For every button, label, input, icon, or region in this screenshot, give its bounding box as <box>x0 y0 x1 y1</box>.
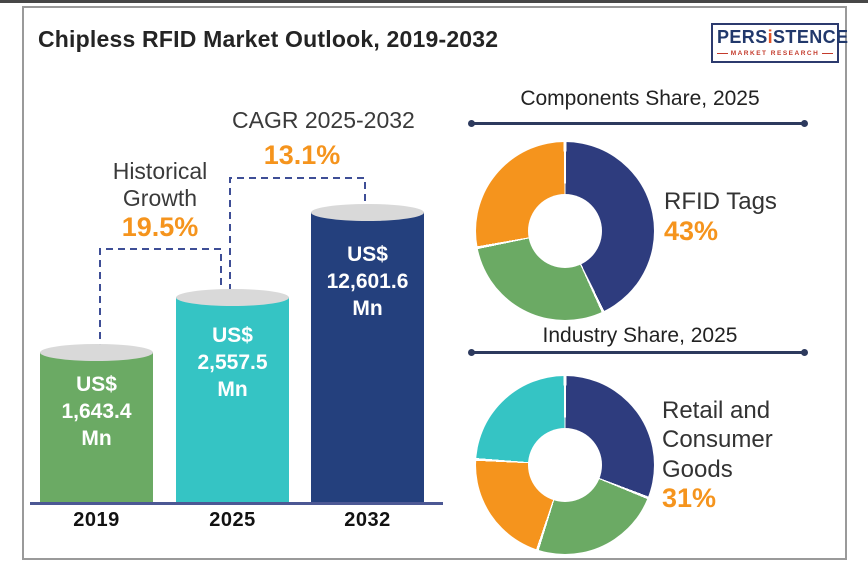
logo-tagline-right-line <box>822 52 833 54</box>
industry-share-title: Industry Share, 2025 <box>542 324 738 347</box>
cylinder-top-ellipse <box>176 289 289 306</box>
bar-2032: US$ 12,601.6 Mn <box>311 204 424 504</box>
logo-brand-accent: i <box>767 27 774 47</box>
divider-dot-left-1 <box>468 120 475 127</box>
divider-dot-right-2 <box>801 349 808 356</box>
logo-tagline-left-line <box>717 52 728 54</box>
persistence-logo: PERSiSTENCE MARKET RESEARCH <box>711 23 848 63</box>
industry-share-divider <box>474 351 806 354</box>
divider-dot-right-1 <box>801 120 808 127</box>
x-axis-line <box>30 502 443 505</box>
logo-tagline: MARKET RESEARCH <box>717 50 833 57</box>
logo-brand-text: PERSiSTENCE <box>717 27 848 48</box>
retail-consumer-goods-label: Retail and Consumer Goods <box>662 397 773 483</box>
cylinder-top-ellipse <box>40 344 153 361</box>
donut-hole <box>528 428 602 502</box>
page-title: Chipless RFID Market Outlook, 2019-2032 <box>38 26 499 52</box>
logo-tagline-text: MARKET RESEARCH <box>730 49 820 57</box>
bar-value-label: US$ 12,601.6 Mn <box>326 243 409 320</box>
cylinder-top-ellipse <box>311 204 424 221</box>
cagr-label: CAGR 2025-2032 <box>232 107 415 133</box>
retail-consumer-goods-value: 31% <box>662 483 717 513</box>
bar-value-label: US$ 2,557.5 Mn <box>197 324 268 401</box>
bar-value-label: US$ 1,643.4 Mn <box>61 373 132 450</box>
historical-growth-value: 19.5% <box>121 212 199 242</box>
x-axis-label-2032: 2032 <box>344 509 391 531</box>
x-axis-label-2019: 2019 <box>73 509 120 531</box>
x-axis-label-2025: 2025 <box>209 509 256 531</box>
donut-hole <box>528 194 602 268</box>
bar-2019: US$ 1,643.4 Mn <box>40 344 153 504</box>
cagr-value: 13.1% <box>263 140 341 170</box>
divider-dot-left-2 <box>468 349 475 356</box>
logo-brand-pre: PERS <box>717 27 768 47</box>
industry-share-donut <box>476 376 654 554</box>
components-share-title: Components Share, 2025 <box>520 87 760 110</box>
window-top-edge <box>0 0 868 3</box>
logo-brand-post: STENCE <box>773 27 849 47</box>
components-share-divider <box>474 122 806 125</box>
historical-growth-label: Historical Growth <box>112 158 208 212</box>
components-share-donut <box>476 142 654 320</box>
bar-2025: US$ 2,557.5 Mn <box>176 289 289 504</box>
rfid-tags-value: 43% <box>664 216 719 246</box>
rfid-tags-label: RFID Tags <box>664 188 777 215</box>
